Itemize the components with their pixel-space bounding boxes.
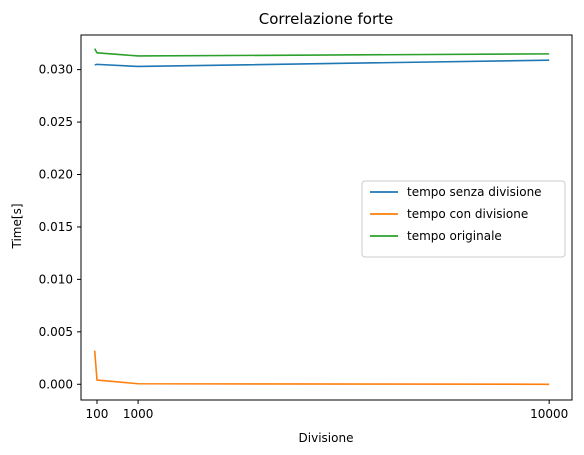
y-axis-label: Time[s]	[10, 204, 24, 250]
y-axis-ticks: 0.000 0.005 0.010 0.015 0.020 0.025 0.030	[39, 63, 81, 392]
x-axis-ticks: 100 1000 10000	[86, 400, 569, 421]
series-line-3	[95, 49, 549, 56]
y-tick-label: 0.000	[39, 377, 73, 391]
y-tick-label: 0.030	[39, 63, 73, 77]
x-axis-label: Divisione	[299, 431, 354, 445]
y-tick-label: 0.005	[39, 325, 73, 339]
series-line-2	[95, 351, 549, 385]
y-tick-label: 0.010	[39, 272, 73, 286]
legend-entry: tempo con divisione	[407, 207, 528, 221]
series-line-1	[95, 60, 549, 66]
y-tick-label: 0.025	[39, 115, 73, 129]
x-tick-label: 1000	[123, 407, 154, 421]
legend: tempo senza divisione tempo con divisione…	[362, 181, 565, 257]
y-tick-label: 0.020	[39, 167, 73, 181]
chart-title: Correlazione forte	[259, 10, 393, 28]
x-tick-label: 100	[86, 407, 109, 421]
legend-entry: tempo senza divisione	[407, 185, 542, 199]
legend-entry: tempo originale	[407, 229, 502, 243]
x-tick-label: 10000	[530, 407, 568, 421]
y-tick-label: 0.015	[39, 220, 73, 234]
